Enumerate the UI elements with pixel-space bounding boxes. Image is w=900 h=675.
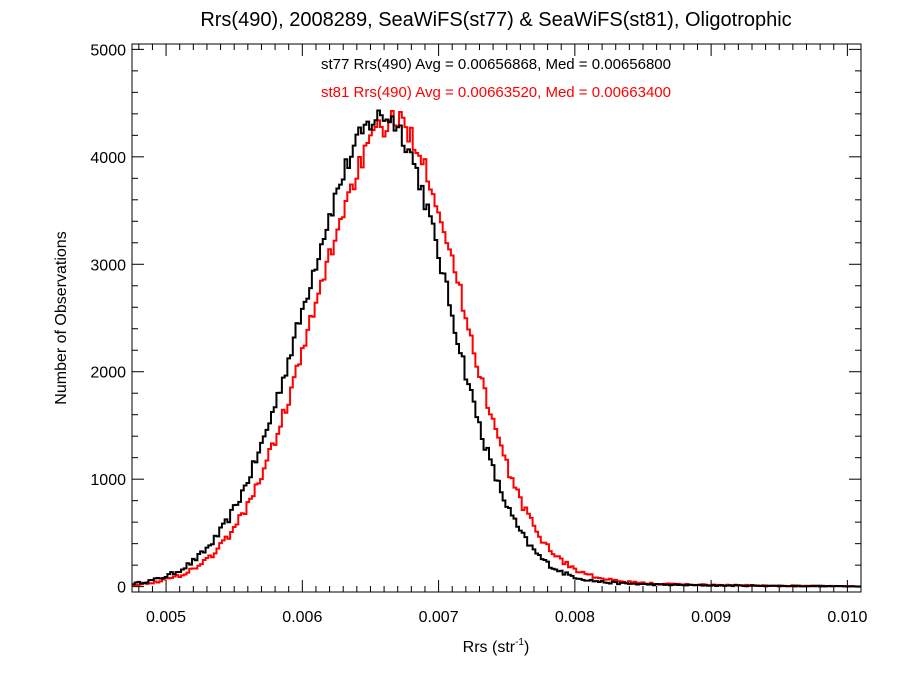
x-axis-label: Rrs (str-1) [463, 637, 530, 656]
x-tick-label: 0.010 [827, 609, 867, 626]
y-axis-ticks: 0 1000 2000 3000 4000 5000 [90, 42, 861, 597]
x-axis-label-sup: -1 [515, 637, 524, 648]
annotation-st81: st81 Rrs(490) Avg = 0.00663520, Med = 0.… [321, 84, 671, 101]
series-st81-histogram [132, 110, 861, 588]
x-axis-ticks: 0.005 0.006 0.007 0.008 0.009 0.010 [138, 44, 867, 626]
y-tick-label: 2000 [90, 365, 126, 382]
y-tick-label: 3000 [90, 257, 126, 274]
plot-frame [131, 43, 862, 593]
x-tick-label: 0.007 [419, 609, 459, 626]
x-tick-label: 0.005 [146, 609, 186, 626]
y-tick-label: 1000 [90, 472, 126, 489]
chart-title: Rrs(490), 2008289, SeaWiFS(st77) & SeaWi… [200, 9, 791, 31]
y-tick-label: 0 [117, 580, 126, 597]
y-tick-label: 4000 [90, 150, 126, 167]
x-axis-label-close: ) [524, 639, 529, 656]
x-axis-label-main: Rrs (str [463, 639, 516, 656]
y-axis-label: Number of Observations [53, 231, 70, 404]
series-layer [132, 109, 861, 588]
annotation-st77: st77 Rrs(490) Avg = 0.00656868, Med = 0.… [321, 56, 671, 73]
x-tick-label: 0.009 [691, 609, 731, 626]
series-st77-histogram [132, 109, 861, 588]
x-tick-label: 0.008 [555, 609, 595, 626]
y-tick-label: 5000 [90, 42, 126, 59]
x-tick-label: 0.006 [282, 609, 322, 626]
